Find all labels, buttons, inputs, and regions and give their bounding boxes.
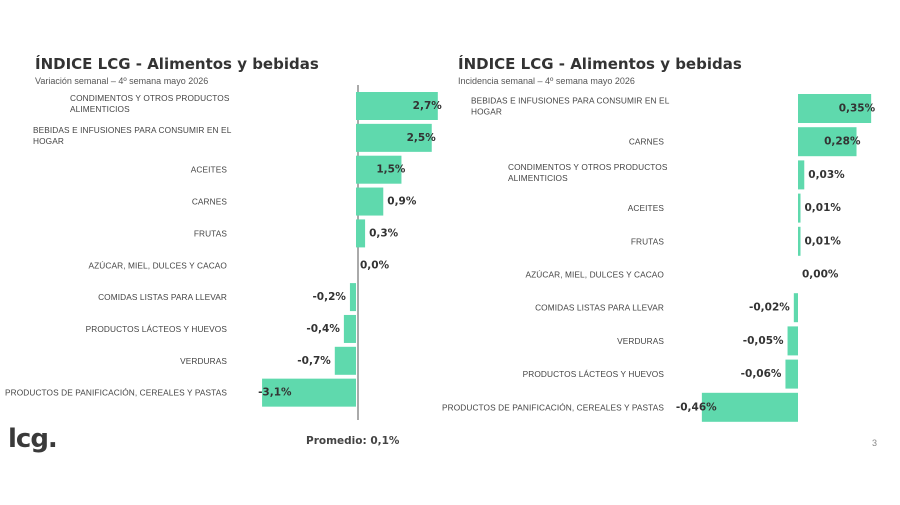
left-bar	[356, 123, 432, 152]
left-chart: 2,7% CONDIMENTOS Y OTROS PRODUCTOS ALIMENT…	[5, 85, 442, 420]
right-chart: 0,35% BEBIDAS E INFUSIONES PARA CONSUMIR …	[442, 94, 876, 422]
left-value-label: -3,1%	[258, 387, 292, 399]
left-category-label: PRODUCTOS DE PANIFICACIÓN, CEREALES Y PA…	[5, 388, 227, 398]
right-chart-subtitle: Incidencia semanal – 4º semana mayo 2026	[458, 76, 635, 86]
left-bar	[356, 187, 384, 216]
right-category-label: ACEITES	[628, 203, 665, 213]
right-bar	[798, 127, 857, 157]
left-chart-subtitle: Variación semanal – 4º semana mayo 2026	[35, 76, 209, 86]
right-category-label: PRODUCTOS LÁCTEOS Y HUEVOS	[523, 369, 665, 379]
right-value-label: -0,02%	[749, 302, 790, 314]
left-bar	[343, 314, 356, 343]
lcg-logo: lcg.	[8, 424, 58, 454]
left-category-line: BEBIDAS E INFUSIONES PARA CONSUMIR EN EL	[33, 125, 232, 135]
right-value-label: -0,05%	[743, 335, 784, 347]
left-bar	[349, 283, 356, 312]
left-category-label: COMIDAS LISTAS PARA LLEVAR	[98, 292, 227, 302]
page-number: 3	[872, 438, 878, 448]
left-category-label: PRODUCTOS LÁCTEOS Y HUEVOS	[86, 324, 228, 334]
right-bar	[798, 94, 872, 123]
right-bar	[798, 160, 805, 190]
left-bar	[356, 92, 438, 120]
left-bar	[356, 219, 366, 248]
right-category-line: ALIMENTICIOS	[508, 173, 568, 183]
left-value-label: -0,4%	[306, 323, 340, 335]
right-category-label: BEBIDAS E INFUSIONES PARA CONSUMIR EN EL…	[471, 96, 670, 117]
right-bar	[787, 326, 798, 356]
left-category-label: FRUTAS	[194, 228, 228, 238]
left-category-label: ACEITES	[191, 165, 228, 175]
left-value-label: -0,2%	[312, 291, 346, 303]
right-category-label: CARNES	[629, 137, 665, 147]
average-label: Promedio: 0,1%	[306, 435, 400, 447]
right-category-line: HOGAR	[471, 107, 502, 117]
right-value-label: 0,01%	[805, 202, 842, 214]
left-category-line: CONDIMENTOS Y OTROS PRODUCTOS	[70, 93, 230, 103]
left-category-line: ALIMENTICIOS	[70, 104, 130, 114]
left-category-label: CONDIMENTOS Y OTROS PRODUCTOS ALIMENTICIO…	[70, 93, 230, 114]
right-category-label: PRODUCTOS DE PANIFICACIÓN, CEREALES Y PA…	[442, 402, 664, 412]
right-category-label: CONDIMENTOS Y OTROS PRODUCTOS ALIMENTICIO…	[508, 162, 668, 183]
right-category-line: BEBIDAS E INFUSIONES PARA CONSUMIR EN EL	[471, 96, 670, 106]
right-bar	[701, 392, 798, 422]
right-bar	[785, 359, 798, 389]
left-category-label: VERDURAS	[180, 356, 227, 366]
right-category-line: CONDIMENTOS Y OTROS PRODUCTOS	[508, 162, 668, 172]
left-category-line: HOGAR	[33, 136, 64, 146]
right-bar	[793, 293, 798, 323]
right-value-label: 0,01%	[805, 235, 842, 247]
right-bar	[798, 193, 801, 223]
left-value-label: 2,5%	[407, 132, 437, 144]
left-bar	[262, 378, 356, 407]
right-category-label: COMIDAS LISTAS PARA LLEVAR	[535, 303, 664, 313]
right-category-label: VERDURAS	[617, 336, 664, 346]
right-value-label: -0,46%	[676, 401, 717, 413]
left-value-label: 0,0%	[360, 259, 390, 271]
left-value-label: 0,9%	[387, 196, 417, 208]
right-value-label: 0,03%	[808, 169, 845, 181]
right-bar	[798, 226, 801, 256]
left-value-label: 0,3%	[369, 227, 399, 239]
right-value-label: -0,06%	[741, 368, 782, 380]
left-bar	[356, 155, 402, 184]
left-category-label: BEBIDAS E INFUSIONES PARA CONSUMIR EN EL…	[33, 125, 232, 146]
left-chart-title: ÍNDICE LCG - Alimentos y bebidas	[35, 55, 319, 73]
right-value-label: 0,28%	[824, 136, 861, 148]
left-value-label: 1,5%	[376, 164, 406, 176]
right-value-label: 0,35%	[839, 103, 876, 115]
right-value-label: 0,00%	[802, 269, 839, 281]
right-category-label: AZÚCAR, MIEL, DULCES Y CACAO	[525, 270, 664, 280]
left-bar	[334, 346, 356, 375]
right-chart-title: ÍNDICE LCG - Alimentos y bebidas	[458, 55, 742, 73]
left-value-label: 2,7%	[413, 100, 443, 112]
left-value-label: -0,7%	[297, 355, 331, 367]
right-category-label: FRUTAS	[631, 236, 665, 246]
left-category-label: AZÚCAR, MIEL, DULCES Y CACAO	[88, 260, 227, 270]
left-category-label: CARNES	[192, 197, 228, 207]
